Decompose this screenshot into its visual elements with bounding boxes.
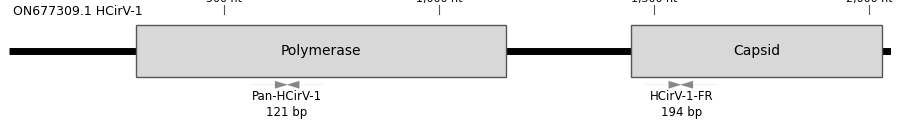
Text: 500 nt: 500 nt (206, 0, 242, 4)
Bar (136, 25, 506, 77)
Text: 194 bp: 194 bp (661, 106, 702, 119)
FancyArrow shape (646, 81, 681, 89)
Bar (631, 25, 882, 77)
FancyArrow shape (286, 81, 322, 89)
Text: Capsid: Capsid (733, 44, 780, 58)
Text: ON677309.1 HCirV-1: ON677309.1 HCirV-1 (14, 5, 143, 18)
Text: Polymerase: Polymerase (281, 44, 361, 58)
FancyArrow shape (680, 81, 716, 89)
Text: Pan-HCirV-1: Pan-HCirV-1 (251, 90, 321, 103)
Text: 1,000 nt: 1,000 nt (416, 0, 463, 4)
Text: 2,000 nt: 2,000 nt (846, 0, 893, 4)
FancyArrow shape (252, 81, 288, 89)
Text: HCirV-1-FR: HCirV-1-FR (650, 90, 714, 103)
Text: 121 bp: 121 bp (266, 106, 307, 119)
Text: 1,500 nt: 1,500 nt (631, 0, 678, 4)
